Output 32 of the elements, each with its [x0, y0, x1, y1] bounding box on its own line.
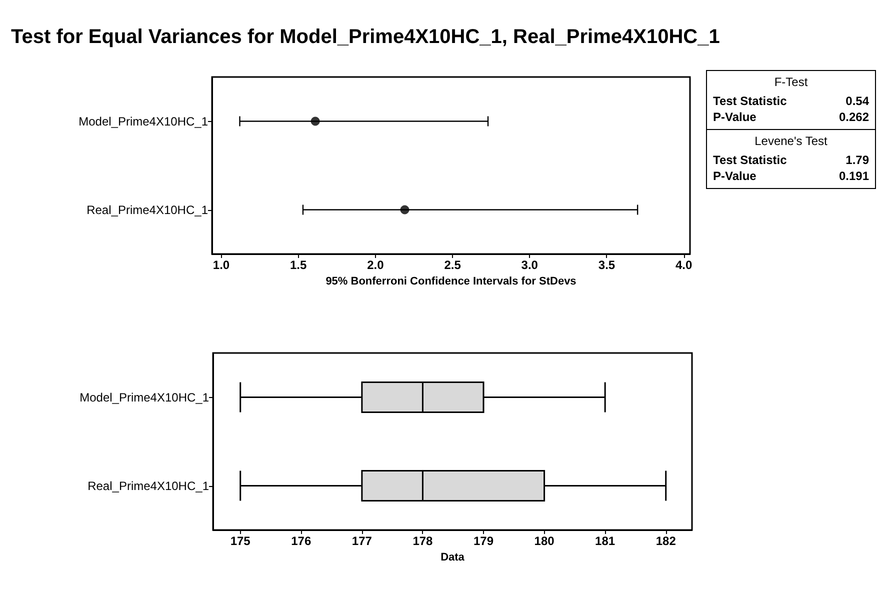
y-tick-label: Real_Prime4X10HC_1: [86, 202, 208, 217]
text: 1.79: [846, 152, 869, 168]
y-tick-label: Model_Prime4X10HC_1: [80, 390, 210, 404]
x-tick-label: 177: [352, 534, 372, 548]
x-tick-label: 3.5: [598, 258, 616, 272]
chart-title: Test for Equal Variances for Model_Prime4X10HC_1, Real_Prime4X10HC_1: [11, 26, 720, 48]
text: Test Statistic: [713, 93, 787, 109]
text: P-Value: [713, 168, 756, 184]
x-tick-label: 1.0: [212, 258, 230, 272]
text: Test Statistic: [713, 152, 787, 168]
x-tick-label: 182: [656, 534, 676, 548]
x-axis-title: 95% Bonferroni Confidence Intervals for StDevs: [326, 276, 576, 288]
x-tick-label: 179: [473, 534, 494, 548]
x-tick-label: 1.5: [290, 258, 308, 272]
text: F-Test: [773, 75, 809, 89]
x-tick-label: 4.0: [675, 258, 692, 272]
x-tick-label: 178: [412, 534, 434, 548]
x-tick-label: 176: [291, 534, 312, 548]
x-axis-title: Data: [440, 552, 466, 564]
x-tick-label: 2.0: [367, 258, 384, 272]
text: 0.54: [846, 93, 869, 109]
y-tick-label: Model_Prime4X10HC_1: [78, 114, 208, 128]
x-tick-label: 3.0: [521, 258, 538, 272]
x-tick-label: 175: [230, 534, 251, 548]
x-tick-label: 181: [595, 534, 616, 548]
text: P-Value: [713, 109, 756, 125]
text: Levene's Test: [754, 134, 828, 148]
text: 0.262: [838, 109, 869, 125]
x-tick-label: 180: [534, 534, 555, 548]
y-tick-label: Real_Prime4X10HC_1: [88, 478, 210, 493]
x-tick-label: 2.5: [444, 258, 462, 272]
text: 0.191: [838, 168, 869, 184]
